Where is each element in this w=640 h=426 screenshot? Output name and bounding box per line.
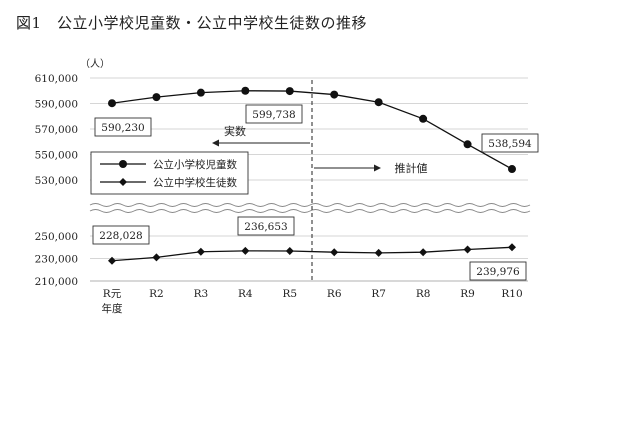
series-point-diamond — [152, 253, 161, 262]
series-point-diamond — [241, 246, 250, 255]
upper-y-tick-label: 590,000 — [35, 99, 78, 111]
callout-value: 239,976 — [476, 266, 520, 278]
lower-y-tick-label: 250,000 — [35, 231, 78, 243]
upper-y-tick-label: 530,000 — [35, 175, 78, 187]
x-tick-label: R2 — [149, 288, 164, 300]
x-tick-label: R元 — [103, 288, 122, 300]
unit-label: （人） — [80, 58, 110, 70]
callout-value: 236,653 — [244, 221, 287, 233]
x-tick-label: R9 — [460, 288, 475, 300]
callout-box — [245, 104, 303, 124]
series-point-circle — [152, 93, 161, 102]
callout-value: 538,594 — [488, 138, 532, 150]
x-tick-label: R7 — [371, 288, 386, 300]
actual-label: 実数 — [224, 124, 246, 138]
x-tick-label: R3 — [194, 288, 209, 300]
x-tick-label: R4 — [238, 288, 253, 300]
series-point-circle — [196, 88, 205, 97]
x-tick-label: R8 — [416, 288, 431, 300]
upper-y-tick-label: 610,000 — [35, 73, 78, 85]
upper-y-tick-label: 570,000 — [35, 124, 78, 136]
series-point-circle — [508, 165, 516, 174]
series-point-circle — [285, 87, 294, 96]
callout-box — [92, 225, 150, 245]
legend-label: 公立中学校生徒数 — [153, 176, 237, 189]
series-point-diamond — [196, 247, 205, 256]
callout-value: 228,028 — [99, 230, 142, 242]
estimate-label: 推計値 — [395, 161, 428, 175]
series-point-diamond — [374, 248, 383, 257]
series-point-circle — [108, 99, 116, 108]
actual-arrowhead — [212, 139, 219, 147]
series-point-circle — [419, 114, 428, 123]
callout-box — [237, 216, 295, 236]
callout-box — [94, 117, 152, 137]
figure-title: 図1 公立小学校児童数・公立中学校生徒数の推移 — [16, 14, 368, 32]
legend-box — [90, 151, 249, 195]
x-sublabel: 年度 — [102, 302, 123, 315]
x-tick-label: R10 — [501, 288, 522, 300]
series-point-diamond — [330, 248, 339, 257]
series-point-circle — [374, 98, 383, 107]
legend-marker-diamond — [119, 178, 127, 186]
series-line-1 — [111, 90, 513, 170]
series-point-diamond — [285, 247, 294, 256]
legend-marker-circle — [119, 160, 127, 168]
series-point-circle — [330, 90, 339, 99]
series-point-diamond — [419, 248, 428, 257]
series-point-circle — [241, 86, 250, 95]
series-line-2 — [111, 246, 513, 262]
series-point-diamond — [463, 245, 472, 254]
callout-box — [469, 261, 527, 281]
axis-break-line — [89, 203, 531, 207]
lower-y-tick-label: 230,000 — [35, 254, 78, 266]
series-point-diamond — [108, 256, 116, 265]
estimate-arrowhead — [374, 164, 381, 172]
series-point-diamond — [508, 243, 516, 252]
x-tick-label: R6 — [327, 288, 342, 300]
legend-label: 公立小学校児童数 — [153, 158, 237, 171]
callout-value: 599,738 — [252, 109, 295, 121]
x-tick-label: R5 — [282, 288, 297, 300]
lower-y-tick-label: 210,000 — [35, 276, 78, 288]
callout-box — [481, 133, 539, 153]
series-point-circle — [463, 140, 472, 149]
axis-break-line — [89, 209, 531, 213]
upper-y-tick-label: 550,000 — [35, 150, 78, 162]
callout-value: 590,230 — [101, 122, 144, 134]
